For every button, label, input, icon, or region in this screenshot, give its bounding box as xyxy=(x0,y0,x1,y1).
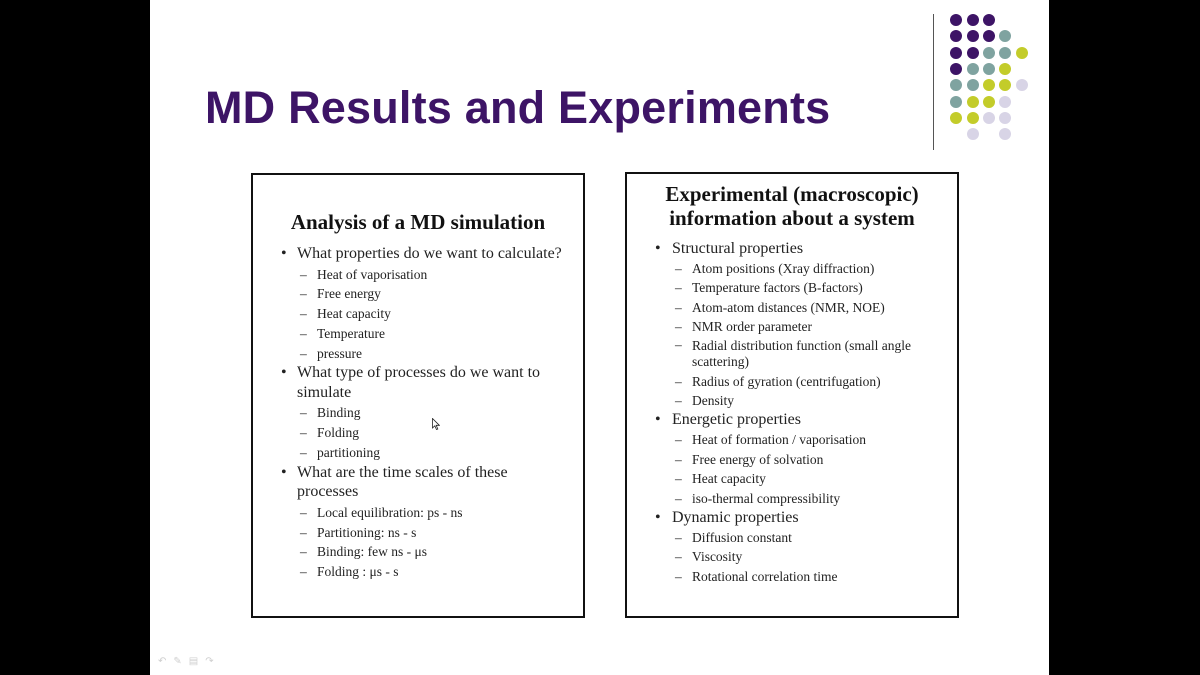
right-bullet-list: Structural properties Atom positions (Xra… xyxy=(627,239,957,587)
decor-dot xyxy=(950,30,963,43)
decor-dot xyxy=(966,128,979,141)
left-sub-item: Temperature xyxy=(297,324,563,344)
left-bullet-text: What are the time scales of these proces… xyxy=(297,463,508,501)
left-sub-list: Local equilibration: ps - nsPartitioning… xyxy=(297,503,563,582)
decor-dot xyxy=(950,14,963,26)
right-sub-item: Viscosity xyxy=(672,547,937,567)
decor-dot xyxy=(950,46,963,59)
left-panel-analysis: Analysis of a MD simulation What propert… xyxy=(251,173,585,618)
decor-dot xyxy=(966,79,979,92)
decor-dot xyxy=(1015,46,1028,59)
left-bullet-item: What type of processes do we want to sim… xyxy=(253,363,583,462)
decor-dot xyxy=(999,46,1012,59)
right-bullet-text: Energetic properties xyxy=(672,411,801,429)
right-bullet-item: Structural properties Atom positions (Xra… xyxy=(627,239,957,411)
left-sub-item: Local equilibration: ps - ns xyxy=(297,503,563,523)
right-sub-list: Atom positions (Xray diffraction)Tempera… xyxy=(672,259,937,411)
decor-dot xyxy=(950,79,963,92)
decor-dot xyxy=(982,111,995,124)
decor-dot xyxy=(966,14,979,26)
slide-canvas: MD Results and Experiments Analysis of a… xyxy=(150,0,1049,675)
right-sub-item: Rotational correlation time xyxy=(672,567,937,587)
left-sub-item: Binding xyxy=(297,403,563,423)
right-sub-item: Atom-atom distances (NMR, NOE) xyxy=(672,298,937,318)
decor-dot xyxy=(999,62,1012,75)
left-sub-item: Heat of vaporisation xyxy=(297,265,563,285)
right-bullet-item: Dynamic propertiesDiffusion constantVisc… xyxy=(627,508,957,587)
right-sub-item: Free energy of solvation xyxy=(672,450,937,470)
left-bullet-item: What properties do we want to calculate?… xyxy=(253,244,583,363)
decor-dot xyxy=(982,95,995,108)
decor-dot xyxy=(966,62,979,75)
right-sub-list: Diffusion constantViscosityRotational co… xyxy=(672,528,937,587)
right-sub-item: Atom positions (Xray diffraction) xyxy=(672,259,937,279)
decor-dot xyxy=(982,14,995,26)
right-panel-heading-line2: information about a system xyxy=(669,206,915,230)
mouse-pointer-icon xyxy=(432,418,440,430)
decor-dot xyxy=(982,30,995,43)
left-sub-list: BindingFoldingpartitioning xyxy=(297,403,563,462)
right-sub-item: Heat of formation / vaporisation xyxy=(672,430,937,450)
left-sub-item: Free energy xyxy=(297,284,563,304)
right-bullet-text: Dynamic properties xyxy=(672,509,799,527)
right-sub-item: Radial distribution function (small angl… xyxy=(672,337,937,372)
right-sub-item: NMR order parameter xyxy=(672,317,937,337)
decor-dot xyxy=(999,111,1012,124)
left-bullet-list: What properties do we want to calculate?… xyxy=(253,244,583,582)
decor-dot xyxy=(999,128,1012,141)
right-sub-item: Diffusion constant xyxy=(672,528,937,548)
decor-dot xyxy=(982,79,995,92)
slide-title: MD Results and Experiments xyxy=(205,82,831,133)
right-sub-item: Heat capacity xyxy=(672,469,937,489)
left-sub-item: Heat capacity xyxy=(297,304,563,324)
left-sub-item: Partitioning: ns - s xyxy=(297,523,563,543)
right-panel-heading: Experimental (macroscopic) information a… xyxy=(627,182,957,230)
decor-dot xyxy=(966,95,979,108)
right-sub-item: Density xyxy=(672,391,937,411)
decor-dot xyxy=(999,95,1012,108)
decor-dot xyxy=(999,79,1012,92)
slideshow-nav-toolbar: ↶ ✎ ▤ ↷ xyxy=(158,656,214,667)
decor-divider-line xyxy=(933,14,934,150)
pen-icon[interactable]: ✎ xyxy=(173,656,182,667)
previous-icon[interactable]: ↶ xyxy=(158,656,167,667)
decor-dot xyxy=(950,111,963,124)
left-sub-item: Folding xyxy=(297,423,563,443)
decor-dot xyxy=(966,30,979,43)
right-panel-experimental: Experimental (macroscopic) information a… xyxy=(625,172,959,618)
decor-dot xyxy=(966,46,979,59)
right-sub-item: Temperature factors (B-factors) xyxy=(672,278,937,298)
left-bullet-text: What type of processes do we want to sim… xyxy=(297,364,541,401)
left-panel-heading: Analysis of a MD simulation xyxy=(290,210,546,234)
right-sub-list: Heat of formation / vaporisationFree ene… xyxy=(672,430,937,508)
decor-dot xyxy=(982,46,995,59)
decor-dot xyxy=(982,62,995,75)
left-sub-list: Heat of vaporisationFree energyHeat capa… xyxy=(297,265,563,364)
right-bullet-item: Energetic propertiesHeat of formation / … xyxy=(627,410,957,508)
right-panel-heading-line1: Experimental (macroscopic) xyxy=(665,182,919,206)
decor-dot xyxy=(950,62,963,75)
decor-dot xyxy=(1015,79,1028,92)
next-icon[interactable]: ↷ xyxy=(205,656,214,667)
left-bullet-item: What are the time scales of these proces… xyxy=(253,463,583,582)
left-sub-item: Folding : μs - s xyxy=(297,562,563,582)
slides-menu-icon[interactable]: ▤ xyxy=(188,656,199,667)
left-sub-item: partitioning xyxy=(297,443,563,463)
left-bullet-text: What properties do we want to calculate? xyxy=(297,245,562,262)
left-sub-item: pressure xyxy=(297,344,563,364)
right-sub-item: Radius of gyration (centrifugation) xyxy=(672,372,937,392)
decor-dot xyxy=(999,30,1012,43)
left-sub-item: Binding: few ns - μs xyxy=(297,542,563,562)
right-bullet-text: Structural properties xyxy=(672,240,804,257)
right-sub-item: iso-thermal compressibility xyxy=(672,489,937,509)
decor-dot xyxy=(966,111,979,124)
decor-dot xyxy=(950,95,963,108)
